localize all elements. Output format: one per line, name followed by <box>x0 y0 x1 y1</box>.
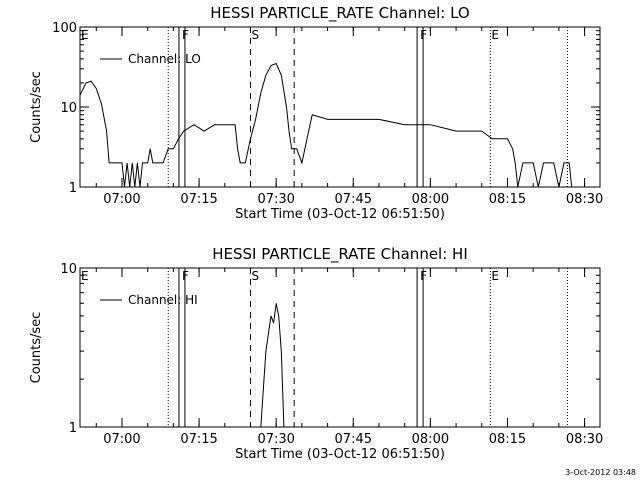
footer-timestamp: 3-Oct-2012 03:48 <box>565 468 636 477</box>
marker-label-f: F <box>420 269 427 283</box>
x-tick-label: 07:30 <box>257 432 294 447</box>
y-tick-label: 1 <box>69 421 77 436</box>
chart-title: HESSI PARTICLE_RATE Channel: HI <box>212 245 468 264</box>
y-tick-label: 1 <box>69 181 77 196</box>
marker-label-f: F <box>182 269 189 283</box>
marker-label-e: E <box>491 28 499 42</box>
x-tick-label: 07:45 <box>335 432 372 447</box>
marker-label-e: E <box>491 269 499 283</box>
x-tick-label: 07:45 <box>335 192 372 207</box>
series-line-lo <box>79 62 573 188</box>
marker-label-s: S <box>251 28 259 42</box>
x-tick-label: 08:15 <box>489 432 526 447</box>
y-tick-label: 10 <box>60 101 77 116</box>
x-axis-label: Start Time (03-Oct-12 06:51:50) <box>235 207 445 222</box>
x-tick-label: 07:15 <box>180 432 217 447</box>
x-tick-label: 08:30 <box>566 192 603 207</box>
legend-entry: Channel: LO <box>128 52 201 66</box>
x-tick-label: 07:30 <box>257 192 294 207</box>
marker-label-e: E <box>81 28 89 42</box>
x-tick-label: 07:00 <box>103 192 140 207</box>
x-tick-label: 08:30 <box>566 432 603 447</box>
y-axis-label: Counts/sec <box>29 312 44 384</box>
marker-label-e: E <box>81 269 89 283</box>
y-tick-label: 10 <box>60 262 77 277</box>
x-tick-label: 07:00 <box>103 432 140 447</box>
x-tick-label: 07:15 <box>180 192 217 207</box>
x-axis-label: Start Time (03-Oct-12 06:51:50) <box>235 447 445 462</box>
chart-title: HESSI PARTICLE_RATE Channel: LO <box>210 4 469 23</box>
legend-entry: Channel: HI <box>128 293 198 307</box>
y-tick-label: 100 <box>52 21 77 36</box>
series-line-hi <box>260 303 285 428</box>
marker-label-s: S <box>251 269 259 283</box>
plot-frame <box>79 267 601 428</box>
x-tick-label: 08:00 <box>412 432 449 447</box>
x-tick-label: 08:15 <box>489 192 526 207</box>
x-tick-label: 08:00 <box>412 192 449 207</box>
y-axis-label: Counts/sec <box>29 71 44 143</box>
marker-label-f: F <box>420 28 427 42</box>
marker-label-f: F <box>182 28 189 42</box>
